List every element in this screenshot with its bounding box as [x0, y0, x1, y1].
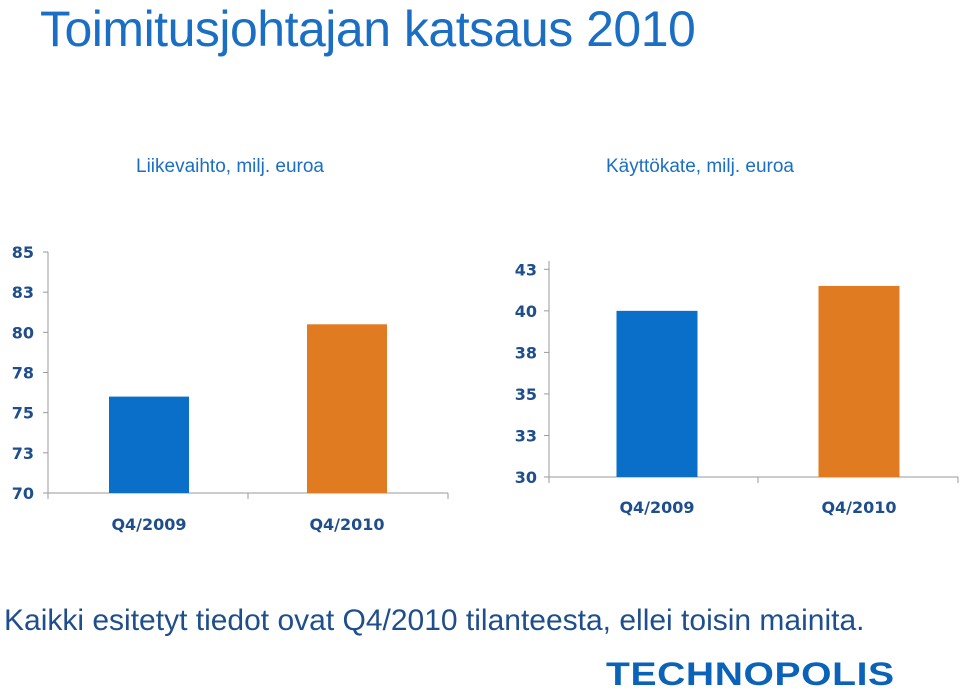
chart-liikevaihto: 70 73 75 78 80 83 85 Q4/2009 Q4/2010 — [12, 243, 449, 534]
y-tick-label: 38 — [515, 343, 537, 362]
chart-kayttokate: 30 33 35 38 40 43 Q4/2009 Q4/2010 — [515, 260, 959, 517]
bar-q4-2009 — [616, 310, 698, 477]
y-tick-label: 43 — [515, 260, 537, 279]
y-tick-label: 85 — [12, 243, 34, 262]
page-title: Toimitusjohtajan katsaus 2010 — [40, 1, 696, 57]
category-label: Q4/2009 — [111, 515, 186, 534]
bar-q4-2010 — [307, 324, 387, 493]
y-tick-label: 40 — [515, 302, 537, 321]
y-tick-label: 33 — [515, 426, 537, 445]
y-tick-label: 35 — [515, 385, 537, 404]
technopolis-logo: TECHNOPOLIS — [606, 656, 895, 692]
y-tick-label: 30 — [515, 468, 537, 487]
y-tick-label: 75 — [12, 404, 34, 423]
y-tick-label: 78 — [12, 364, 34, 383]
footer-note: Kaikki esitetyt tiedot ovat Q4/2010 tila… — [4, 604, 865, 637]
y-tick-label: 80 — [12, 323, 34, 342]
y-tick-label: 83 — [12, 283, 34, 302]
bar-q4-2009 — [109, 396, 189, 493]
category-label: Q4/2010 — [821, 498, 896, 517]
bar-q4-2010 — [818, 285, 900, 477]
y-tick-label: 73 — [12, 444, 34, 463]
category-label: Q4/2009 — [619, 498, 694, 517]
chart-title-liikevaihto: Liikevaihto, milj. euroa — [136, 156, 324, 177]
category-label: Q4/2010 — [309, 515, 384, 534]
y-tick-label: 70 — [12, 484, 34, 503]
chart-title-kayttokate: Käyttökate, milj. euroa — [606, 156, 794, 177]
